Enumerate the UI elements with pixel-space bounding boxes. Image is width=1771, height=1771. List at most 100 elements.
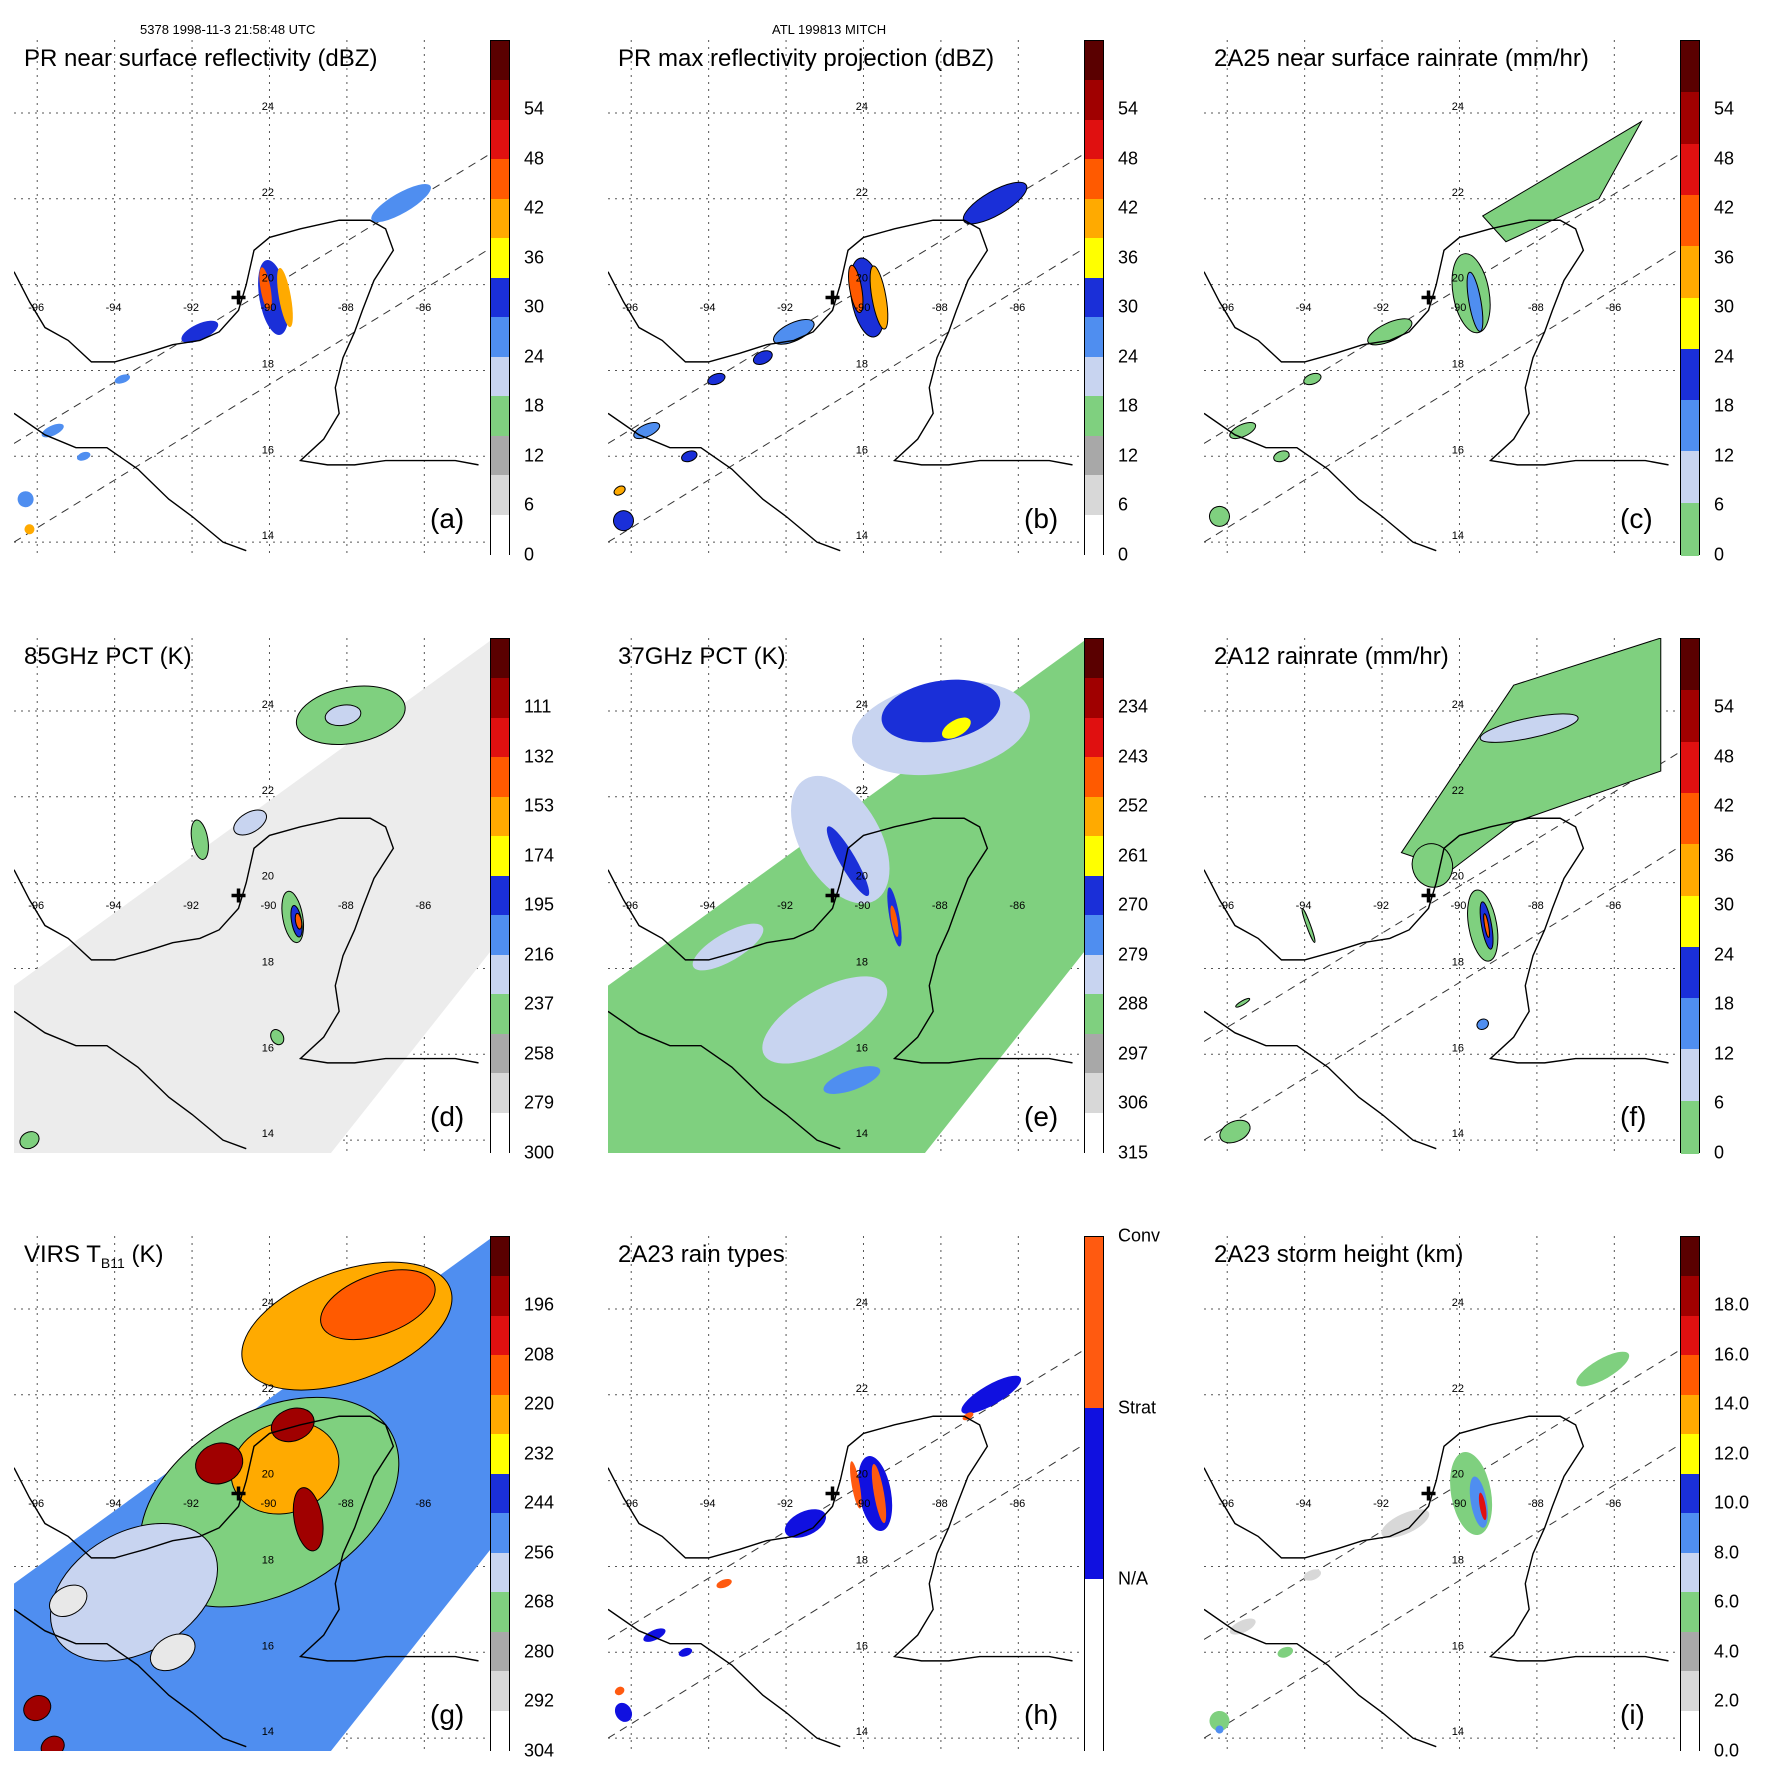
lat-label: 22: [856, 1383, 868, 1395]
lat-label: 18: [856, 1554, 868, 1566]
map-plot: -96 -94 -92 -90 -88 -86 24 22 20 18 16 14: [14, 1236, 494, 1751]
colorbar-tick-label: 196: [524, 1294, 555, 1315]
colorbar-tick-label: 0: [1714, 1142, 1725, 1163]
colorbar-segment: [1085, 678, 1103, 720]
lat-label: 24: [856, 101, 868, 113]
lat-label: 14: [856, 530, 868, 542]
colorbar-tick-label: 258: [524, 1043, 555, 1064]
orbit-info: 5378 1998-11-3 21:58:48 UTC: [140, 22, 316, 37]
lon-label: -92: [777, 302, 793, 314]
lat-label: 20: [856, 273, 868, 285]
precip-cell: [961, 1375, 1022, 1414]
lon-label: -90: [854, 302, 870, 314]
panel-label: (d): [430, 1101, 465, 1132]
coastline: [608, 1608, 841, 1748]
coastline: [14, 219, 479, 466]
colorbar-segment: [491, 1513, 509, 1555]
colorbar-segment: [1085, 514, 1103, 556]
colorbar-tick-label: 54: [1118, 98, 1139, 119]
colorbar-tick-label: 10.0: [1714, 1492, 1750, 1513]
map-plot: -96 -94 -92 -90 -88 -86 24 22 20 18 16 14: [1204, 40, 1684, 555]
storm-center-marker: [1421, 888, 1436, 903]
colorbar-segment: [1085, 639, 1103, 680]
colorbar-segment: [491, 717, 509, 759]
colorbar-segment: [491, 396, 509, 438]
lat-label: 18: [856, 358, 868, 370]
coastline: [608, 1415, 1073, 1662]
colorbar-tick-label: 16.0: [1714, 1344, 1750, 1365]
panel-label: (h): [1024, 1699, 1059, 1730]
swath-edge: [608, 1441, 1088, 1739]
precip-cell: [1215, 1725, 1224, 1734]
colorbar-segment: [1681, 792, 1699, 846]
lon-label: -88: [338, 302, 354, 314]
colorbar-tick-label: 18: [1714, 993, 1735, 1014]
precip-cell: [114, 374, 131, 384]
colorbar-tick-label: 279: [524, 1092, 555, 1113]
colorbar-tick-label: 280: [524, 1641, 555, 1662]
panel-title: 2A23 storm height (km): [1214, 1241, 1464, 1268]
colorbar-segment: [1681, 502, 1699, 556]
panel-f: 2A12 rainrate (mm/hr) -96 -94 -92 -90 -88 -86…: [1190, 598, 1750, 1163]
colorbar-segment: [1681, 348, 1699, 402]
colorbar-tick-label: 30: [1714, 296, 1735, 317]
panel-label: (b): [1024, 503, 1059, 534]
coastline: [1204, 1608, 1437, 1748]
precip-cell: [23, 1695, 52, 1722]
colorbar-segment: [491, 1671, 509, 1713]
precip-cell: [962, 1412, 974, 1421]
colorbar-segment: [1681, 194, 1699, 248]
colorbar-segment: [1681, 1276, 1699, 1318]
lon-label: -86: [415, 1498, 431, 1510]
colorbar-tick-label: 24: [1118, 346, 1139, 367]
colorbar-segment: [491, 1592, 509, 1634]
precip-cell: [890, 905, 899, 938]
coastline: [1204, 412, 1437, 552]
lat-label: 16: [262, 1042, 274, 1054]
colorbar-segment: [1681, 1710, 1699, 1752]
coastline: [608, 817, 1073, 1064]
lon-label: -88: [1528, 302, 1544, 314]
title-main: VIRS T: [24, 1241, 101, 1268]
colorbar-segment: [491, 1552, 509, 1594]
colorbar-tick-label: 279: [1118, 944, 1149, 965]
coastline: [608, 219, 1073, 466]
colorbar-tick-label: 30: [524, 296, 545, 317]
lat-label: 24: [1452, 1297, 1464, 1309]
panel-title: VIRS TB11 (K): [24, 1241, 163, 1271]
colorbar-segment: [491, 1631, 509, 1673]
colorbar: [1084, 638, 1104, 1154]
lat-label: 16: [1452, 444, 1464, 456]
colorbar-segment: [491, 238, 509, 280]
colorbar-segment: [1085, 198, 1103, 240]
colorbar-tick-label: Strat: [1118, 1397, 1157, 1418]
precip-cell: [716, 1578, 732, 1589]
colorbar-segment: [1681, 1631, 1699, 1673]
precip-cell: [678, 1647, 693, 1657]
colorbar-segment: [491, 475, 509, 517]
colorbar-tick-label: 268: [524, 1591, 555, 1612]
colorbar-segment: [1681, 400, 1699, 453]
colorbar-segment: [491, 356, 509, 398]
colorbar-tick-label: 288: [1118, 993, 1149, 1014]
colorbar-segment: [491, 1394, 509, 1436]
colorbar-segment: [1085, 757, 1103, 799]
swath-edge: [1204, 151, 1684, 444]
colorbar-segment: [491, 1276, 509, 1318]
colorbar-segment: [1681, 1473, 1699, 1515]
precip-cell: [270, 1029, 285, 1046]
lon-label: -86: [1605, 900, 1621, 912]
colorbar-segment: [1681, 998, 1699, 1051]
colorbar-tick-label: 153: [524, 795, 555, 816]
precip-cell: [294, 912, 303, 930]
precip-cell: [1576, 1351, 1630, 1387]
colorbar-tick-label: 30: [1714, 894, 1735, 915]
precip-cell: [1381, 1509, 1430, 1538]
colorbar-segment: [1085, 238, 1103, 280]
precip-cell: [1273, 450, 1290, 463]
lon-label: -92: [183, 1498, 199, 1510]
swath-background: [14, 638, 494, 1153]
lon-label: -94: [1296, 900, 1312, 912]
precip-cell: [850, 1461, 862, 1509]
colorbar-segment: [491, 277, 509, 319]
